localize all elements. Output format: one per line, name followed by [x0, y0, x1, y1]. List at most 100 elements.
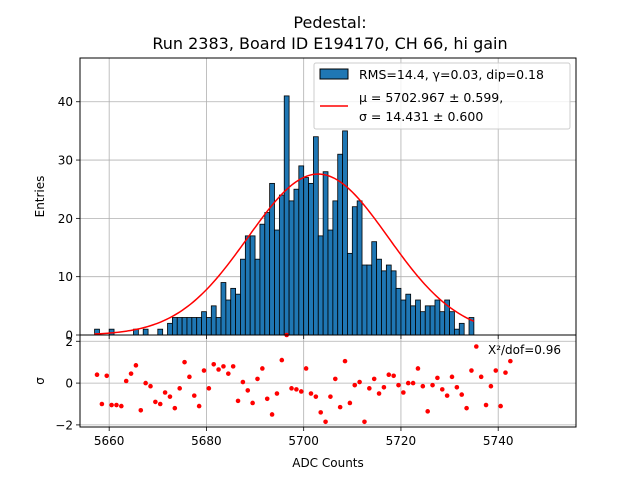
residual-point-58	[376, 391, 382, 396]
histogram-bar-67	[419, 311, 426, 336]
residual-point-72	[444, 393, 450, 398]
residual-point-47	[323, 419, 328, 425]
histogram-bar-49	[332, 200, 339, 336]
histogram-bar-20	[191, 317, 198, 336]
histogram-bar-41	[293, 188, 300, 336]
residual-point-49	[332, 376, 338, 382]
residual-point-12	[153, 399, 158, 405]
residual-point-33	[255, 376, 260, 382]
residual-point-56	[367, 386, 372, 391]
x-axis-ticks: 5660 5680 5700 5720 5740	[94, 335, 513, 448]
residual-point-71	[439, 387, 445, 392]
residual-point-75	[459, 392, 465, 397]
x-tick-label-1: 5680	[191, 434, 222, 448]
residual-point-68	[425, 409, 430, 414]
residual-point-38	[279, 357, 285, 363]
residual-point-63	[401, 390, 406, 395]
residual-point-15	[167, 394, 173, 399]
residual-point-80	[483, 402, 489, 408]
residual-point-64	[405, 380, 411, 386]
bottom-y-tick-label-0: −2	[55, 418, 73, 432]
residual-point-31	[245, 388, 251, 393]
residual-point-35	[264, 396, 270, 402]
top-y-tick-label-1: 10	[58, 270, 73, 284]
residual-point-28	[230, 364, 236, 369]
y-axis-label-entries: Entries	[33, 176, 47, 218]
residual-point-17	[177, 386, 182, 391]
histogram-bar-32	[249, 235, 256, 336]
residual-point-77	[469, 368, 474, 373]
residual-point-60	[386, 372, 392, 378]
histogram-bar-65	[410, 305, 416, 336]
residual-point-24	[211, 361, 217, 367]
residual-point-7	[128, 371, 134, 376]
chart-title-line1: Pedestal:	[293, 13, 366, 32]
histogram-bar-13	[157, 328, 164, 336]
legend-fit-label-sigma: σ = 14.431 ± 0.600	[359, 109, 483, 124]
histogram-bar-24	[210, 305, 217, 336]
top-y-axis-ticks: 0 10 20 30 40	[58, 95, 80, 343]
residual-point-55	[362, 419, 367, 425]
residual-point-23	[206, 386, 212, 391]
histogram-bar-46	[317, 235, 324, 336]
histogram-bar-33	[254, 258, 261, 336]
histogram-bar-42	[298, 165, 305, 336]
histogram-bar-62	[395, 287, 402, 336]
residual-point-44	[308, 391, 314, 396]
x-tick-label-3: 5720	[386, 434, 417, 448]
bottom-grid	[80, 335, 576, 427]
residual-point-22	[201, 368, 207, 373]
legend-box	[313, 62, 571, 130]
histogram-bar-57	[371, 241, 378, 336]
residual-point-19	[187, 374, 192, 380]
residual-point-69	[430, 382, 435, 388]
histogram-bar-55	[361, 264, 368, 336]
histogram-bar-66	[415, 299, 421, 336]
residual-point-70	[435, 375, 440, 381]
residual-point-32	[250, 400, 255, 406]
residual-point-82	[493, 368, 499, 373]
residual-point-65	[410, 380, 416, 386]
residual-point-0	[94, 372, 100, 378]
histogram-bar-53	[351, 206, 358, 336]
residual-point-66	[415, 366, 421, 371]
histogram-bar-25	[215, 317, 222, 336]
residual-point-16	[172, 405, 178, 411]
residual-point-57	[371, 376, 377, 382]
chart-title-line2: Run 2383, Board ID E194170, CH 66, hi ga…	[152, 34, 507, 53]
histogram-bar-74	[454, 328, 460, 336]
residual-point-8	[133, 363, 139, 368]
histogram-bar-26	[220, 282, 227, 336]
histogram-bar-38	[278, 194, 285, 336]
bottom-y-axis-ticks: −2 0 2	[55, 335, 80, 432]
top-y-tick-label-2: 20	[58, 212, 73, 226]
histogram-bar-30	[240, 258, 246, 336]
residual-point-1	[99, 401, 105, 407]
top-y-tick-label-3: 30	[58, 154, 73, 168]
top-y-tick-label-0: 0	[65, 329, 73, 343]
histogram-bar-17	[176, 317, 183, 336]
legend-histogram-label: RMS=14.4, γ=0.03, dip=0.18	[359, 67, 544, 82]
residual-point-67	[420, 383, 426, 389]
histogram-bar-58	[376, 258, 382, 336]
residual-point-9	[138, 407, 144, 413]
residual-point-79	[478, 374, 484, 380]
top-y-tick-label-4: 40	[58, 95, 73, 109]
residual-point-34	[260, 366, 265, 371]
residual-point-81	[488, 383, 494, 389]
histogram-bar-40	[288, 200, 295, 336]
x-tick-label-2: 5700	[288, 434, 319, 448]
residual-point-25	[216, 367, 221, 372]
residual-point-29	[235, 398, 241, 404]
residual-point-84	[503, 370, 508, 375]
residual-point-26	[221, 364, 226, 369]
histogram-bar-44	[308, 182, 314, 336]
histogram-bar-56	[366, 264, 373, 336]
residual-point-6	[123, 378, 129, 384]
bottom-plot-frame	[79, 334, 577, 428]
histogram-bar-51	[342, 130, 348, 336]
histogram-bar-18	[181, 317, 188, 336]
residual-point-2	[104, 373, 110, 379]
residual-point-4	[114, 402, 119, 408]
